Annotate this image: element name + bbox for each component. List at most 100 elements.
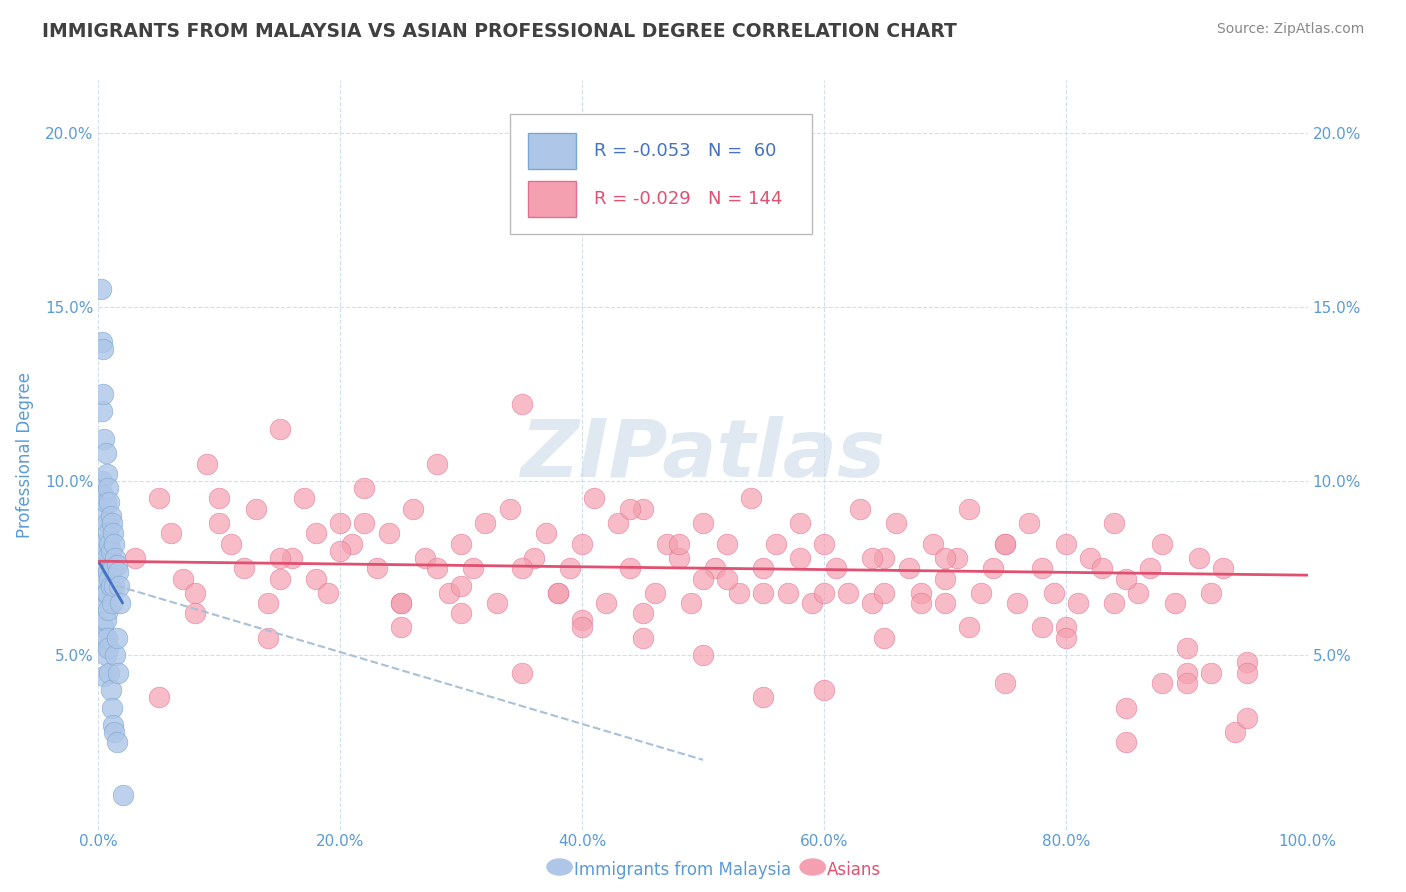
Point — [402, 502, 425, 516]
Point — [704, 561, 727, 575]
Point — [93, 669, 115, 683]
Point — [994, 537, 1017, 551]
Point — [655, 537, 678, 551]
Point — [184, 607, 207, 621]
Point — [101, 526, 124, 541]
Point — [752, 585, 775, 599]
Point — [245, 502, 267, 516]
Point — [463, 561, 485, 575]
Point — [1115, 735, 1137, 749]
Point — [305, 572, 328, 586]
Point — [474, 516, 496, 530]
Point — [910, 596, 932, 610]
Point — [91, 404, 114, 418]
Point — [1175, 665, 1198, 680]
Point — [94, 614, 117, 628]
Point — [644, 585, 666, 599]
Point — [316, 585, 339, 599]
Point — [619, 561, 641, 575]
Point — [100, 508, 122, 523]
Point — [98, 537, 121, 551]
Point — [97, 526, 120, 541]
Point — [897, 561, 920, 575]
Point — [269, 422, 291, 436]
Point — [1152, 676, 1174, 690]
Point — [583, 491, 606, 506]
Point — [389, 596, 412, 610]
Point — [981, 561, 1004, 575]
Point — [716, 537, 738, 551]
Point — [1236, 711, 1258, 725]
Point — [94, 446, 117, 460]
Point — [93, 558, 115, 572]
Point — [631, 607, 654, 621]
Point — [1054, 631, 1077, 645]
Point — [269, 550, 291, 565]
Point — [1212, 561, 1234, 575]
Point — [1054, 537, 1077, 551]
Point — [148, 491, 170, 506]
Point — [104, 550, 127, 565]
Point — [1042, 585, 1064, 599]
Point — [91, 342, 114, 356]
Point — [1018, 516, 1040, 530]
Point — [789, 516, 811, 530]
Point — [631, 631, 654, 645]
Text: R = -0.053   N =  60: R = -0.053 N = 60 — [595, 142, 776, 160]
Point — [256, 596, 278, 610]
Point — [96, 550, 118, 565]
Point — [100, 579, 122, 593]
Point — [148, 690, 170, 705]
Point — [105, 558, 128, 572]
Point — [970, 585, 993, 599]
Point — [1175, 641, 1198, 656]
Point — [97, 641, 120, 656]
Point — [934, 572, 956, 586]
Point — [329, 516, 352, 530]
Point — [873, 631, 896, 645]
Point — [232, 561, 254, 575]
Point — [329, 543, 352, 558]
Point — [292, 491, 315, 506]
Point — [1091, 561, 1114, 575]
Point — [111, 788, 134, 802]
Point — [100, 543, 122, 558]
Point — [96, 585, 118, 599]
Point — [389, 620, 412, 634]
Point — [96, 467, 118, 481]
Point — [825, 561, 848, 575]
Point — [994, 537, 1017, 551]
Point — [571, 620, 593, 634]
Point — [101, 561, 124, 575]
Point — [366, 561, 388, 575]
Point — [994, 676, 1017, 690]
Point — [1115, 572, 1137, 586]
Point — [389, 596, 412, 610]
Point — [281, 550, 304, 565]
Point — [437, 585, 460, 599]
Point — [426, 457, 449, 471]
Point — [91, 620, 114, 634]
Point — [1102, 596, 1125, 610]
Point — [728, 585, 751, 599]
Point — [668, 550, 690, 565]
Point — [124, 550, 146, 565]
Point — [342, 537, 364, 551]
Text: R = -0.029   N = 144: R = -0.029 N = 144 — [595, 190, 783, 209]
FancyBboxPatch shape — [527, 181, 576, 218]
Point — [1223, 725, 1246, 739]
Point — [752, 690, 775, 705]
Point — [1175, 676, 1198, 690]
Point — [97, 565, 120, 579]
Point — [91, 572, 114, 586]
Text: Source: ZipAtlas.com: Source: ZipAtlas.com — [1216, 22, 1364, 37]
Point — [547, 585, 569, 599]
Point — [269, 572, 291, 586]
Point — [108, 579, 131, 593]
Point — [96, 516, 118, 530]
Point — [93, 631, 115, 645]
Point — [100, 700, 122, 714]
Point — [1199, 665, 1222, 680]
Point — [103, 725, 125, 739]
Point — [172, 572, 194, 586]
